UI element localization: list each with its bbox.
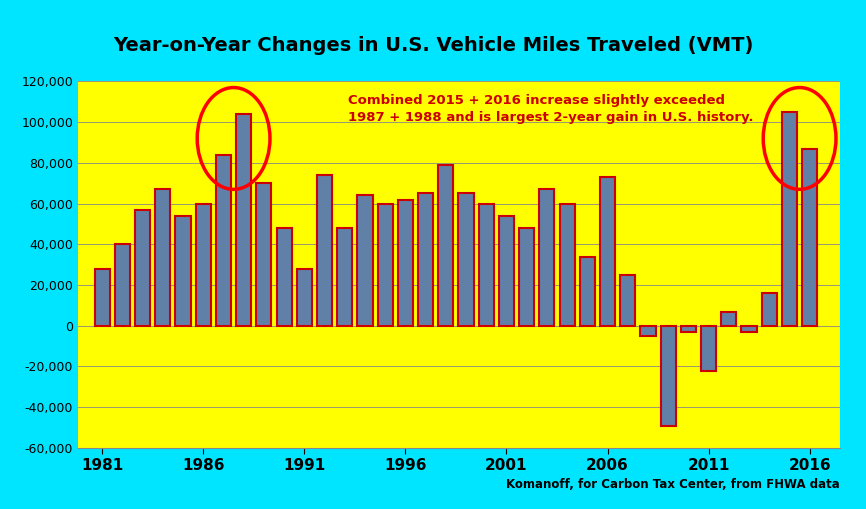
Bar [479,204,494,326]
Bar [802,149,818,326]
Bar [276,228,292,326]
Bar [782,112,797,326]
Bar [559,204,575,326]
Text: Combined 2015 + 2016 increase slightly exceeded
1987 + 1988 and is largest 2-yea: Combined 2015 + 2016 increase slightly e… [348,94,754,124]
Bar [358,195,372,326]
Bar [540,189,554,326]
Bar [378,204,393,326]
Bar [337,228,352,326]
Bar [196,204,210,326]
Bar [438,165,454,326]
Bar [741,326,757,332]
Bar [620,275,636,326]
Bar [256,183,272,326]
Bar [579,257,595,326]
Text: Year-on-Year Changes in U.S. Vehicle Miles Traveled (VMT): Year-on-Year Changes in U.S. Vehicle Mil… [113,36,753,55]
Bar [499,216,514,326]
Bar [236,114,251,326]
Bar [661,326,675,426]
Bar [762,293,777,326]
Bar [115,244,130,326]
Bar [600,177,615,326]
Bar [397,200,413,326]
Bar [297,269,312,326]
Bar [155,189,171,326]
Text: Komanoff, for Carbon Tax Center, from FHWA data: Komanoff, for Carbon Tax Center, from FH… [507,478,840,491]
Bar [701,326,716,371]
Bar [640,326,656,336]
Bar [216,155,231,326]
Bar [519,228,534,326]
Bar [176,216,191,326]
Bar [681,326,696,332]
Bar [94,269,110,326]
Bar [458,193,474,326]
Bar [135,210,150,326]
Bar [418,193,433,326]
Bar [317,175,333,326]
Bar [721,312,736,326]
